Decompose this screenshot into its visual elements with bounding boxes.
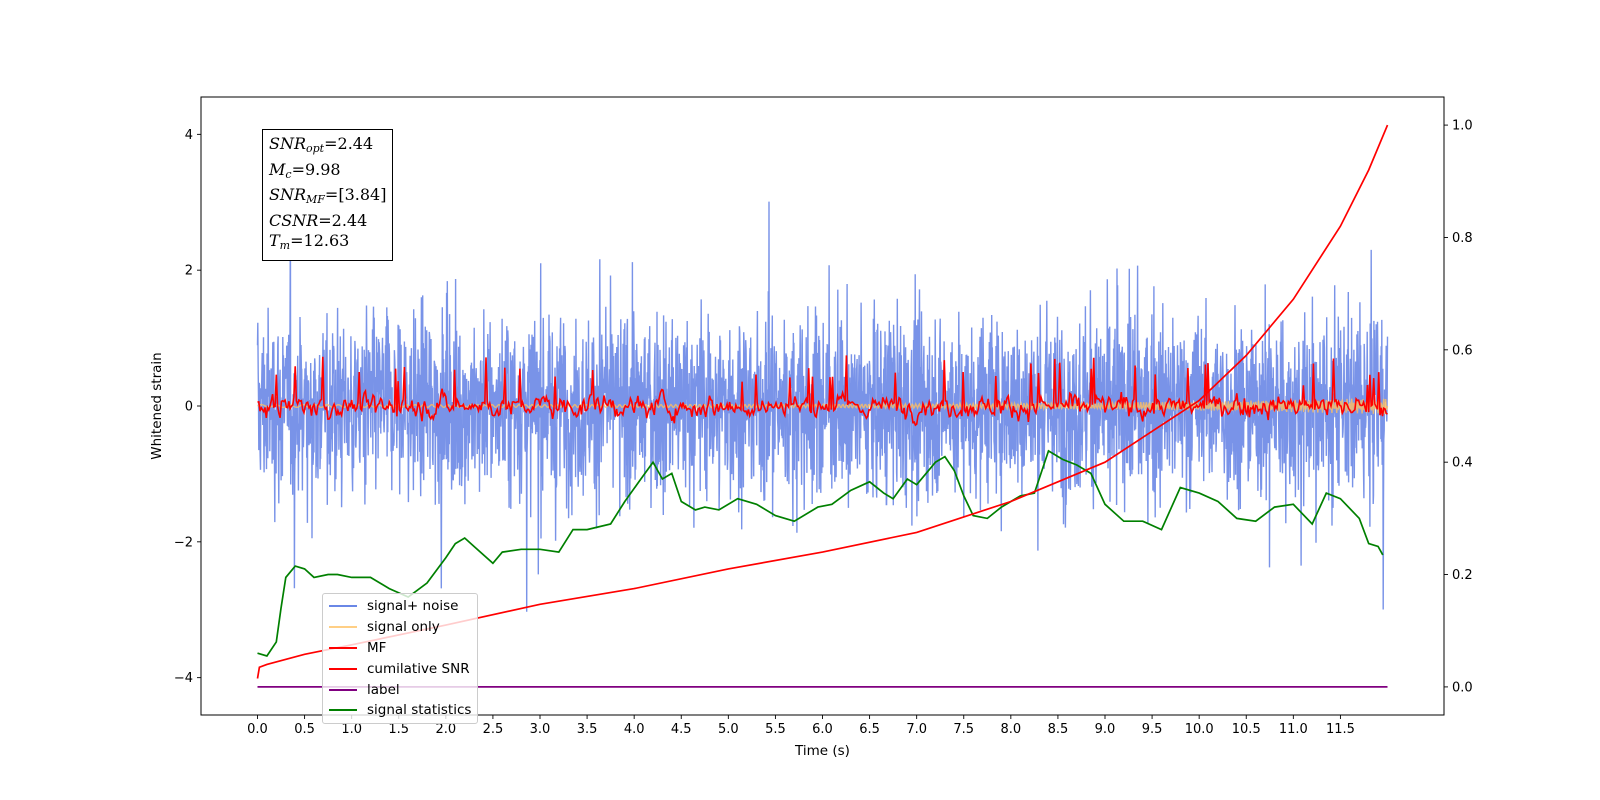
x-tick-label: 3.5 xyxy=(577,722,598,737)
x-tick-label: 10.5 xyxy=(1232,722,1261,737)
x-tick-label: 0.0 xyxy=(247,722,268,737)
y2-tick-label: 0.8 xyxy=(1452,231,1473,246)
annotation-row-snr-opt: SNRopt=2.44 xyxy=(269,134,374,155)
x-tick-label: 1.0 xyxy=(341,722,362,737)
legend-item-label: label xyxy=(329,679,471,700)
legend: signal+ noise signal only MF cumilative … xyxy=(322,593,479,724)
annotation-row-mc: Mc=9.98 xyxy=(269,159,341,181)
y-tick-label: 0 xyxy=(185,400,193,415)
x-tick-label: 5.0 xyxy=(718,722,739,737)
y2-tick-label: 0.2 xyxy=(1452,568,1473,583)
x-tick-label: 7.0 xyxy=(906,722,927,737)
metrics-annotation-box: SNRopt=2.44 Mc=9.98 SNRMF=[3.84] CSNR=2.… xyxy=(262,129,394,261)
x-tick-label: 0.5 xyxy=(294,722,315,737)
x-tick-label: 6.5 xyxy=(859,722,880,737)
x-tick-label: 8.0 xyxy=(1000,722,1021,737)
legend-label: label xyxy=(367,681,400,698)
legend-label: cumilative SNR xyxy=(367,660,470,677)
x-tick-label: 10.0 xyxy=(1185,722,1214,737)
legend-item-signal-noise: signal+ noise xyxy=(329,596,471,617)
x-tick-label: 4.0 xyxy=(624,722,645,737)
x-tick-label: 5.5 xyxy=(765,722,786,737)
legend-swatch xyxy=(329,709,357,712)
legend-swatch xyxy=(329,626,357,629)
series-mf xyxy=(257,355,1388,427)
y-axis-label: Whitened strain xyxy=(149,352,165,459)
y-tick-label: 4 xyxy=(185,128,193,143)
y-tick-label: 2 xyxy=(185,264,193,279)
x-tick-label: 11.5 xyxy=(1326,722,1355,737)
legend-item-signal-statistics: signal statistics xyxy=(329,700,471,721)
legend-swatch xyxy=(329,688,357,691)
x-tick-label: 9.0 xyxy=(1095,722,1116,737)
x-axis-label: Time (s) xyxy=(794,743,850,759)
x-tick-label: 4.5 xyxy=(671,722,692,737)
legend-label: MF xyxy=(367,639,387,656)
legend-swatch xyxy=(329,605,357,608)
legend-label: signal statistics xyxy=(367,702,472,719)
y-tick-label: −2 xyxy=(174,535,193,550)
legend-swatch xyxy=(329,667,357,670)
y-tick-label: −4 xyxy=(174,671,193,686)
x-tick-label: 7.5 xyxy=(953,722,974,737)
y2-tick-label: 0.6 xyxy=(1452,343,1473,358)
annotation-row-csnr: CSNR=2.44 xyxy=(269,210,368,230)
legend-item-mf: MF xyxy=(329,638,471,659)
x-tick-label: 8.5 xyxy=(1048,722,1069,737)
axes: 0.0 0.5 1.0 1.5 2.0 2.5 3.0 3.5 4.0 4.5 5.0 5.5 6.0 6… xyxy=(174,96,1473,737)
legend-item-cumulative-snr: cumilative SNR xyxy=(329,658,471,679)
y2-tick-label: 0.0 xyxy=(1452,680,1473,695)
x-tick-label: 9.5 xyxy=(1142,722,1163,737)
legend-item-signal-only: signal only xyxy=(329,617,471,638)
x-tick-label: 6.0 xyxy=(812,722,833,737)
x-tick-label: 1.5 xyxy=(388,722,409,737)
y2-tick-label: 1.0 xyxy=(1452,119,1473,134)
annotation-row-tm: Tm=12.63 xyxy=(269,231,350,252)
x-tick-label: 2.5 xyxy=(483,722,504,737)
annotation-row-snr-mf: SNRMF=[3.84] xyxy=(269,185,387,206)
y2-tick-label: 0.4 xyxy=(1452,456,1473,471)
series-cumulative-snr xyxy=(256,124,1389,679)
legend-swatch xyxy=(329,646,357,649)
x-tick-label: 2.0 xyxy=(435,722,456,737)
legend-label: signal only xyxy=(367,619,440,636)
legend-label: signal+ noise xyxy=(367,598,459,615)
x-tick-label: 3.0 xyxy=(530,722,551,737)
series-signal-noise xyxy=(256,201,1389,612)
x-tick-label: 11.0 xyxy=(1279,722,1308,737)
